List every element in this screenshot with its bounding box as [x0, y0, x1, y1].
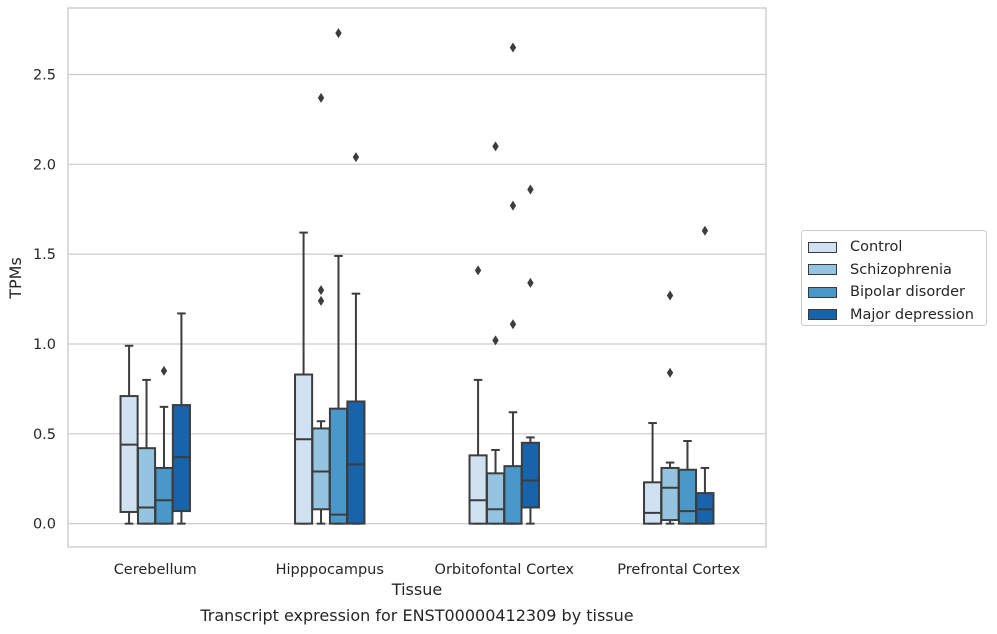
box-major-depression	[171, 312, 191, 525]
legend-swatch-control	[808, 241, 837, 253]
box-iqr	[154, 466, 174, 525]
box-iqr	[660, 466, 680, 522]
legend-label-major-depression: Major depression	[850, 306, 974, 323]
box-iqr	[311, 427, 331, 511]
box-bipolar-disorder	[328, 28, 349, 525]
legend-item-bipolar-disorder: Bipolar disorder	[808, 281, 986, 304]
y-tick-labels: 0.0 0.5 1.0 1.5 2.0 2.5	[33, 67, 56, 532]
box-schizophrenia	[311, 92, 331, 525]
box-iqr	[485, 472, 506, 525]
outlier-point	[666, 290, 674, 301]
box-iqr	[136, 447, 157, 525]
box-iqr	[677, 468, 698, 525]
box-iqr	[294, 373, 314, 525]
outlier-point	[701, 225, 709, 236]
outlier-point	[474, 265, 482, 276]
box-schizophrenia	[485, 141, 506, 525]
y-tick-label: 2.0	[33, 157, 56, 173]
legend-swatch-major-depression	[808, 309, 837, 321]
box-iqr	[503, 465, 523, 525]
plot-frame	[67, 7, 767, 548]
box-control	[643, 422, 663, 525]
box-group	[119, 28, 715, 525]
y-tick-label: 1.5	[33, 247, 56, 263]
outlier-point	[509, 319, 517, 330]
box-iqr	[520, 441, 540, 509]
outlier-point	[527, 184, 534, 195]
box-iqr	[643, 481, 663, 525]
outlier-point	[317, 285, 325, 296]
legend-label-control: Control	[850, 239, 903, 256]
legend-label-schizophrenia: Schizophrenia	[850, 261, 952, 278]
outlier-point	[352, 152, 360, 163]
y-tick-label: 0.0	[33, 517, 56, 533]
box-bipolar-disorder	[677, 439, 698, 525]
legend-swatch-schizophrenia	[808, 264, 837, 276]
outlier-point	[317, 295, 325, 306]
box-schizophrenia	[660, 290, 680, 525]
box-bipolar-disorder	[154, 365, 174, 525]
box-iqr	[346, 400, 366, 525]
outlier-point	[527, 277, 534, 288]
figure-caption: Transcript expression for ENST0000041230…	[200, 606, 634, 625]
y-tick-label: 2.5	[33, 67, 56, 83]
box-control	[119, 344, 139, 525]
outlier-point	[335, 28, 342, 39]
box-major-depression	[520, 184, 540, 525]
box-iqr	[119, 395, 139, 513]
box-major-depression	[695, 225, 715, 525]
box-control	[468, 265, 488, 525]
x-tick-label: Cerebellum	[114, 562, 197, 578]
outlier-point	[666, 367, 674, 378]
outlier-point	[509, 42, 517, 53]
x-tick-label: Orbitofontal Cortex	[435, 562, 575, 578]
legend-item-control: Control	[808, 236, 986, 259]
box-control	[294, 231, 314, 525]
box-iqr	[468, 454, 488, 525]
legend-item-schizophrenia: Schizophrenia	[808, 259, 986, 282]
y-axis-label: TPMs	[6, 257, 25, 300]
legend: Control Schizophrenia Bipolar disorder M…	[801, 230, 987, 326]
legend-swatch-bipolar-disorder	[808, 286, 837, 298]
outlier-point	[509, 200, 517, 211]
y-tick-label: 0.5	[33, 427, 56, 443]
x-axis-label: Tissue	[391, 580, 442, 599]
outlier-point	[492, 141, 499, 152]
legend-item-major-depression: Major depression	[808, 304, 986, 327]
x-tick-label: Prefrontal Cortex	[617, 562, 740, 578]
legend-label-bipolar-disorder: Bipolar disorder	[850, 284, 965, 301]
outlier-point	[317, 92, 325, 103]
outlier-point	[160, 365, 168, 376]
box-bipolar-disorder	[503, 42, 523, 525]
outlier-point	[492, 335, 499, 346]
x-tick-label: Hipppocampus	[276, 562, 384, 578]
x-tick-labels: Cerebellum Hipppocampus Orbitofontal Corte…	[114, 562, 741, 578]
box-iqr	[328, 407, 349, 525]
box-schizophrenia	[136, 378, 157, 525]
y-tick-label: 1.0	[33, 337, 56, 353]
box-major-depression	[346, 152, 366, 525]
